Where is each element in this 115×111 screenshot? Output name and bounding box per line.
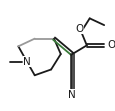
Text: O: O	[74, 24, 82, 34]
Text: N: N	[23, 57, 31, 67]
Text: N: N	[68, 90, 76, 100]
Text: O: O	[106, 40, 114, 50]
